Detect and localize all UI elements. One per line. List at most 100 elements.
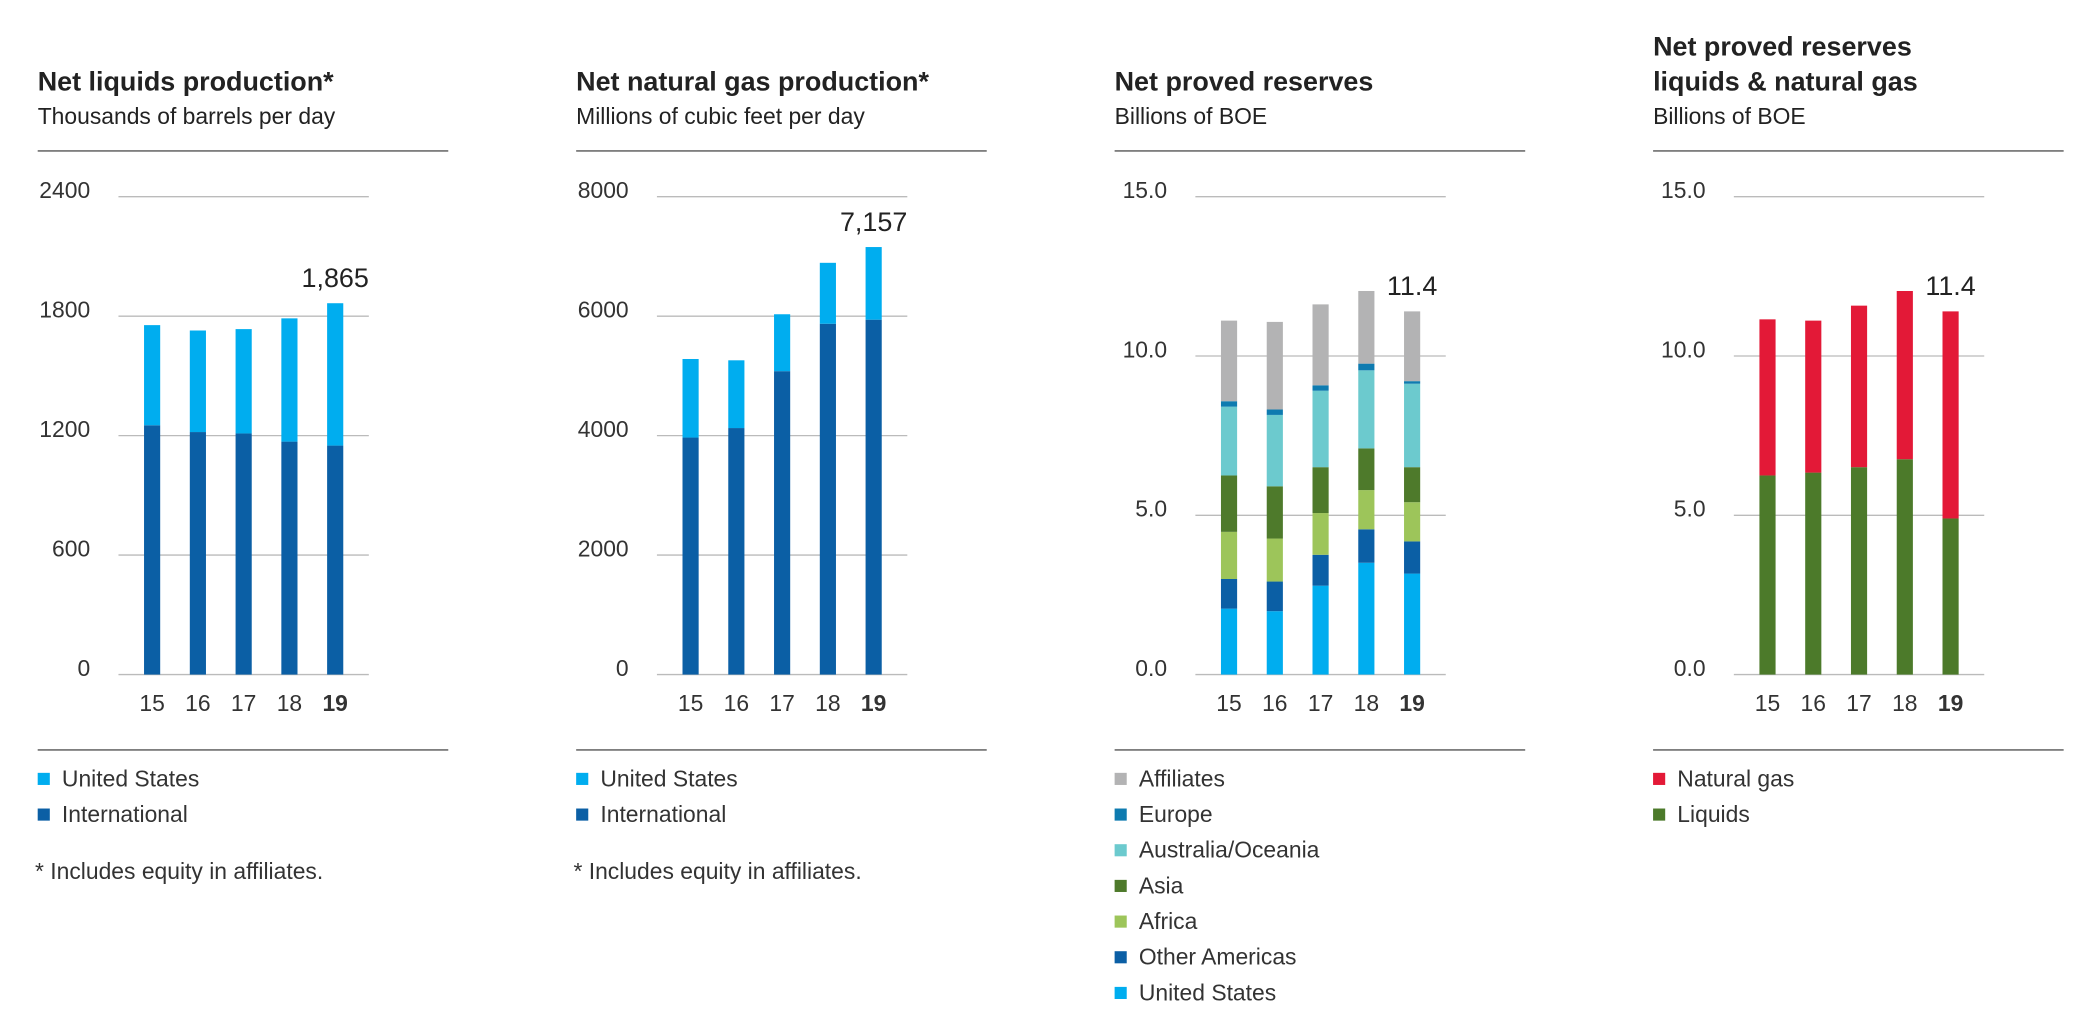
bar-segment: [1312, 385, 1329, 391]
legend-swatch: [1653, 808, 1666, 821]
chart-subtitle: Millions of cubic feet per day: [576, 103, 865, 129]
y-tick-label: 0: [616, 655, 629, 681]
bar-segment: [1358, 290, 1375, 364]
bar-segment: [1850, 305, 1868, 468]
legend-swatch: [1114, 986, 1127, 999]
chart-subtitle: Thousands of barrels per day: [38, 103, 336, 129]
x-tick-label: 17: [1308, 690, 1333, 716]
bar-segment: [774, 314, 791, 372]
x-tick-label: 19: [322, 690, 347, 716]
bar-segment: [1220, 531, 1238, 579]
legend-label: International: [600, 801, 726, 827]
bar-segment: [1805, 320, 1822, 473]
bar-segment: [1759, 475, 1776, 675]
legend-label: Europe: [1139, 801, 1213, 827]
chart-title: Net proved reserves: [1115, 66, 1374, 96]
x-tick-label: 16: [724, 690, 749, 716]
legend-swatch: [1114, 915, 1127, 928]
bar-segment: [1312, 585, 1329, 675]
legend-label: United States: [1139, 979, 1276, 1005]
total-label: 7,157: [840, 207, 907, 237]
x-tick-label: 15: [139, 690, 164, 716]
bar-segment: [1942, 518, 1959, 675]
bar-segment: [1404, 311, 1421, 382]
bar-segment: [1220, 320, 1238, 402]
bar-segment: [1942, 311, 1959, 519]
bar-segment: [1266, 321, 1283, 410]
bar-segment: [281, 441, 298, 675]
y-tick-label: 6000: [578, 297, 629, 323]
bar-segment: [1266, 581, 1283, 612]
bar-segment: [1850, 467, 1868, 675]
bar-segment: [1312, 304, 1329, 386]
legend-swatch: [1114, 808, 1127, 821]
bar-segment: [819, 323, 836, 675]
bar-segment: [1805, 472, 1822, 675]
bar-segment: [1404, 541, 1421, 574]
bar-segment: [1896, 290, 1913, 460]
bar-segment: [1266, 409, 1283, 415]
bar-segment: [1404, 467, 1421, 503]
x-tick-label: 18: [815, 690, 840, 716]
y-tick-label: 2400: [39, 177, 90, 203]
chart-title: Net proved reserves: [1653, 31, 1912, 61]
x-tick-label: 18: [277, 690, 302, 716]
bar-segment: [144, 325, 161, 426]
legend-label: Other Americas: [1139, 944, 1297, 970]
bar-segment: [235, 329, 252, 434]
y-tick-label: 600: [52, 535, 90, 561]
x-tick-label: 17: [231, 690, 256, 716]
bar-segment: [1358, 562, 1375, 675]
legend-swatch: [576, 772, 589, 785]
legend-label: Asia: [1139, 872, 1184, 898]
bar-segment: [682, 437, 699, 675]
bar-segment: [728, 428, 745, 675]
y-tick-label: 2000: [578, 535, 629, 561]
y-tick-label: 10.0: [1123, 336, 1168, 362]
legend-label: Australia/Oceania: [1139, 837, 1320, 863]
bar-segment: [1220, 401, 1238, 407]
x-tick-label: 19: [1399, 690, 1424, 716]
bar-segment: [1404, 502, 1421, 542]
total-label: 11.4: [1925, 271, 1975, 301]
y-tick-label: 8000: [578, 177, 629, 203]
bar-segment: [1358, 448, 1375, 491]
bar-segment: [327, 445, 344, 675]
bar-segment: [1358, 363, 1375, 371]
bar-segment: [1266, 611, 1283, 675]
legend-swatch: [1114, 879, 1127, 892]
bar-segment: [1266, 538, 1283, 582]
bar-segment: [1358, 490, 1375, 530]
bar-segment: [1404, 573, 1421, 675]
total-label: 11.4: [1387, 271, 1437, 301]
legend-label: United States: [62, 765, 199, 791]
bar-segment: [327, 303, 344, 446]
legend-swatch: [37, 772, 50, 785]
bar-segment: [1404, 383, 1421, 468]
bar-segment: [189, 432, 206, 675]
total-label: 1,865: [302, 263, 369, 293]
chart-subtitle: Billions of BOE: [1115, 103, 1268, 129]
bar-segment: [865, 247, 882, 320]
bar-segment: [728, 360, 745, 429]
x-tick-label: 16: [1801, 690, 1826, 716]
bar-segment: [1266, 414, 1283, 487]
bar-segment: [865, 319, 882, 675]
bar-segment: [1404, 381, 1421, 384]
bar-segment: [1220, 475, 1238, 532]
bar-segment: [1312, 467, 1329, 514]
y-tick-label: 10.0: [1661, 336, 1706, 362]
legend-swatch: [1114, 951, 1127, 964]
y-tick-label: 0.0: [1674, 655, 1706, 681]
x-tick-label: 15: [678, 690, 703, 716]
y-tick-label: 0: [77, 655, 90, 681]
bar-segment: [1896, 459, 1913, 675]
bar-segment: [144, 425, 161, 675]
chart-title: Net natural gas production*: [576, 66, 929, 96]
x-tick-label: 15: [1216, 690, 1241, 716]
y-tick-label: 4000: [578, 416, 629, 442]
legend-swatch: [1114, 772, 1127, 785]
x-tick-label: 18: [1354, 690, 1379, 716]
x-tick-label: 19: [861, 690, 886, 716]
